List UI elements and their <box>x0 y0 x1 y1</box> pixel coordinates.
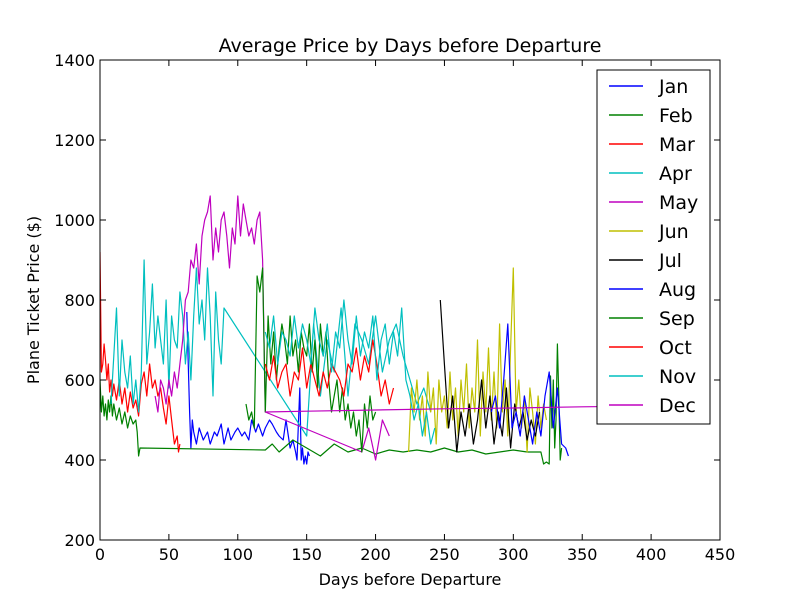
legend-label: Nov <box>659 366 696 388</box>
legend-label: Sep <box>659 308 695 330</box>
x-tick-label: 0 <box>95 545 105 564</box>
legend-label: Aug <box>659 279 696 301</box>
series-layer <box>100 195 652 465</box>
y-tick-label: 600 <box>64 371 95 390</box>
x-tick-label: 250 <box>429 545 460 564</box>
legend-label: Jul <box>658 250 682 272</box>
y-tick-label: 1000 <box>54 211 95 230</box>
series-line-may <box>154 195 390 461</box>
legend-label: Dec <box>659 395 696 417</box>
series-line-sep <box>245 267 377 453</box>
x-tick-label: 150 <box>291 545 322 564</box>
series-line-mar <box>100 251 181 453</box>
y-tick-label: 1200 <box>54 131 95 150</box>
y-tick-label: 1400 <box>54 51 95 70</box>
series-line-oct <box>264 339 395 405</box>
series-line-jun <box>408 267 547 453</box>
y-tick-label: 400 <box>64 451 95 470</box>
y-tick-label: 200 <box>64 531 95 550</box>
x-tick-label: 100 <box>223 545 254 564</box>
legend: Jan Feb Mar Apr May Jun Jul Aug Sep Oct Nov Dec <box>596 69 711 425</box>
series-line-dec <box>265 405 652 413</box>
series-line-aug <box>490 323 569 457</box>
x-tick-label: 400 <box>636 545 667 564</box>
series-line-feb <box>100 343 563 465</box>
legend-label: Jan <box>658 76 688 98</box>
y-tick-label: 800 <box>64 291 95 310</box>
legend-box <box>596 69 711 425</box>
legend-label: Jun <box>658 221 689 243</box>
series-line-nov <box>264 299 436 445</box>
legend-label: Mar <box>659 134 695 156</box>
x-tick-label: 200 <box>360 545 391 564</box>
legend-label: Feb <box>659 105 693 127</box>
legend-label: May <box>659 192 698 214</box>
series-line-apr <box>110 259 432 437</box>
legend-label: Apr <box>659 163 692 185</box>
x-axis-title: Days before Departure <box>319 570 502 589</box>
x-tick-label: 350 <box>567 545 598 564</box>
chart-title: Average Price by Days before Departure <box>219 35 602 57</box>
x-tick-label: 300 <box>498 545 529 564</box>
x-tick-label: 50 <box>159 545 179 564</box>
legend-label: Oct <box>659 337 692 359</box>
y-axis-title: Plane Ticket Price ($) <box>24 216 43 384</box>
x-tick-label: 450 <box>705 545 736 564</box>
axis-ticks: 0 50 100 150 200 250 300 350 400 450 200 400 600 800 1… <box>54 51 735 564</box>
